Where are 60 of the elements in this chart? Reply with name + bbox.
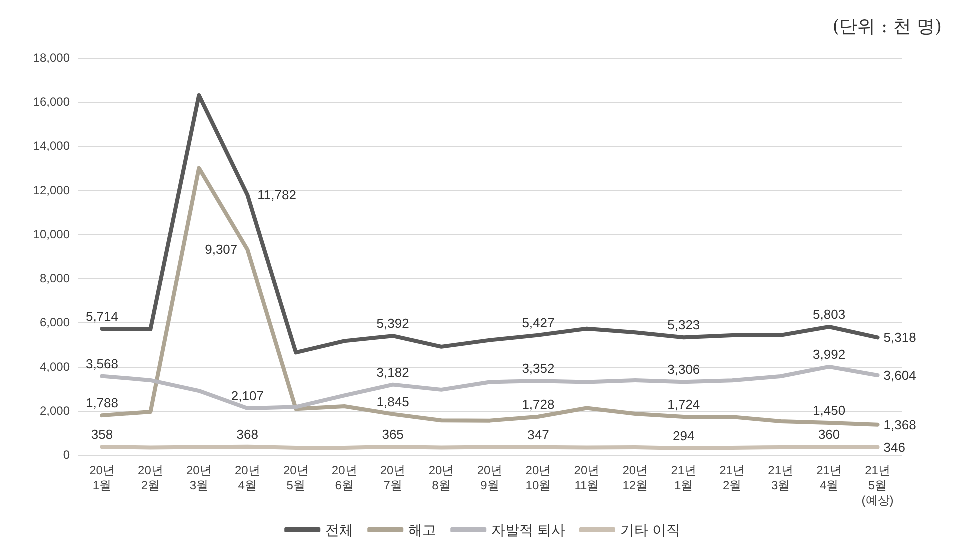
x-tick-label: 20년 4월	[234, 464, 260, 492]
data-label: 9,307	[205, 242, 238, 258]
legend-label: 전체	[326, 522, 354, 538]
data-label: 294	[673, 428, 695, 444]
y-tick-label: 0	[63, 448, 70, 462]
x-tick-label: 20년 11월	[574, 464, 600, 492]
x-tick-label: 20년 3월	[186, 464, 212, 492]
data-label: 1,845	[376, 394, 410, 410]
data-label: 346	[884, 440, 906, 455]
x-tick-label: 21년 3월	[768, 464, 794, 492]
legend-label: 해고	[408, 522, 437, 538]
y-tick-label: 2,000	[40, 404, 70, 418]
data-label: 3,992	[813, 346, 846, 362]
data-label: 1,788	[86, 396, 119, 411]
y-tick-label: 12,000	[33, 183, 70, 198]
data-label: 3,604	[884, 368, 916, 384]
x-tick-label: 21년 1월	[671, 464, 697, 492]
data-label: 358	[91, 427, 114, 442]
data-label: 1,368	[884, 417, 916, 432]
x-tick-label: 20년 10월	[526, 464, 552, 492]
data-label: 3,568	[86, 356, 119, 372]
data-label: 5,392	[376, 316, 410, 332]
x-tick-label: 21년 5월 (예상)	[862, 464, 894, 508]
x-tick-label: 20년 5월	[283, 464, 309, 492]
data-label: 368	[236, 426, 258, 442]
x-tick-label: 20년 1월	[90, 464, 115, 492]
x-tick-label: 20년 6월	[332, 464, 358, 492]
data-label: 1,728	[522, 396, 555, 412]
data-label: 3,306	[668, 362, 700, 378]
data-label: 11,782	[258, 188, 296, 203]
data-label: 2,107	[231, 388, 264, 404]
x-tick-label: 20년 2월	[138, 464, 164, 492]
legend-label: 자발적 퇴사	[492, 522, 566, 538]
x-tick-label: 20년 12월	[622, 464, 648, 492]
x-tick-label: 21년 4월	[816, 464, 842, 492]
y-tick-label: 8,000	[40, 272, 70, 286]
data-label: 5,323	[668, 318, 700, 333]
x-tick-label: 20년 7월	[380, 464, 406, 492]
y-tick-label: 6,000	[40, 316, 70, 330]
x-tick-label: 20년 8월	[428, 464, 454, 492]
y-tick-label: 18,000	[33, 51, 70, 65]
data-label: 365	[382, 426, 404, 442]
x-tick-label: 21년 2월	[720, 464, 746, 492]
text: (단위 : 천 명)	[832, 16, 942, 38]
data-label: 5,714	[86, 308, 119, 324]
data-label: 5,427	[522, 315, 555, 330]
y-tick-label: 16,000	[33, 95, 70, 110]
data-label: 5,803	[813, 307, 846, 322]
data-label: 5,318	[884, 330, 916, 346]
legend-label: 기타 이직	[620, 522, 680, 538]
data-label: 3,352	[522, 361, 555, 376]
data-label: 347	[528, 427, 550, 442]
y-tick-label: 4,000	[40, 360, 70, 374]
data-label: 360	[818, 427, 840, 442]
x-tick-label: 20년 9월	[477, 464, 503, 492]
data-label: 1,450	[813, 403, 846, 418]
data-label: 1,724	[668, 396, 700, 412]
y-tick-label: 14,000	[33, 139, 70, 154]
y-tick-label: 10,000	[33, 227, 70, 242]
data-label: 3,182	[376, 364, 410, 380]
